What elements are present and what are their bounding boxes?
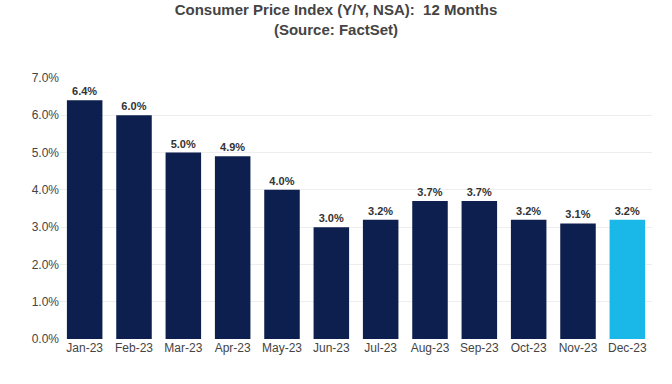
svg-text:3.2%: 3.2% xyxy=(615,205,640,217)
svg-text:Jul-23: Jul-23 xyxy=(364,341,397,355)
svg-text:Jun-23: Jun-23 xyxy=(313,341,350,355)
svg-text:5.0%: 5.0% xyxy=(32,146,60,160)
svg-text:3.0%: 3.0% xyxy=(32,220,60,234)
svg-text:Consumer Price Index (Y/Y, NSA: Consumer Price Index (Y/Y, NSA): 12 Mont… xyxy=(175,1,498,38)
svg-text:1.0%: 1.0% xyxy=(32,295,60,309)
svg-text:6.0%: 6.0% xyxy=(32,108,60,122)
svg-text:3.2%: 3.2% xyxy=(368,205,393,217)
svg-text:4.0%: 4.0% xyxy=(269,175,294,187)
svg-text:Dec-23: Dec-23 xyxy=(608,341,647,355)
svg-text:Apr-23: Apr-23 xyxy=(215,341,251,355)
svg-text:4.0%: 4.0% xyxy=(32,183,60,197)
svg-text:2.0%: 2.0% xyxy=(32,258,60,272)
svg-text:Jan-23: Jan-23 xyxy=(66,341,103,355)
svg-text:3.1%: 3.1% xyxy=(565,208,590,220)
svg-text:Nov-23: Nov-23 xyxy=(559,341,598,355)
svg-text:Oct-23: Oct-23 xyxy=(511,341,547,355)
svg-text:4.9%: 4.9% xyxy=(220,141,245,153)
svg-text:3.2%: 3.2% xyxy=(516,205,541,217)
svg-text:Sep-23: Sep-23 xyxy=(460,341,499,355)
svg-text:6.4%: 6.4% xyxy=(72,85,97,97)
svg-text:Mar-23: Mar-23 xyxy=(164,341,202,355)
svg-text:May-23: May-23 xyxy=(262,341,302,355)
svg-text:6.0%: 6.0% xyxy=(121,100,146,112)
svg-text:7.0%: 7.0% xyxy=(32,71,60,85)
svg-text:0.0%: 0.0% xyxy=(32,332,60,346)
svg-text:3.7%: 3.7% xyxy=(467,186,492,198)
svg-text:Feb-23: Feb-23 xyxy=(115,341,153,355)
svg-text:3.0%: 3.0% xyxy=(319,212,344,224)
svg-text:5.0%: 5.0% xyxy=(171,138,196,150)
svg-text:3.7%: 3.7% xyxy=(417,186,442,198)
svg-text:Aug-23: Aug-23 xyxy=(411,341,450,355)
